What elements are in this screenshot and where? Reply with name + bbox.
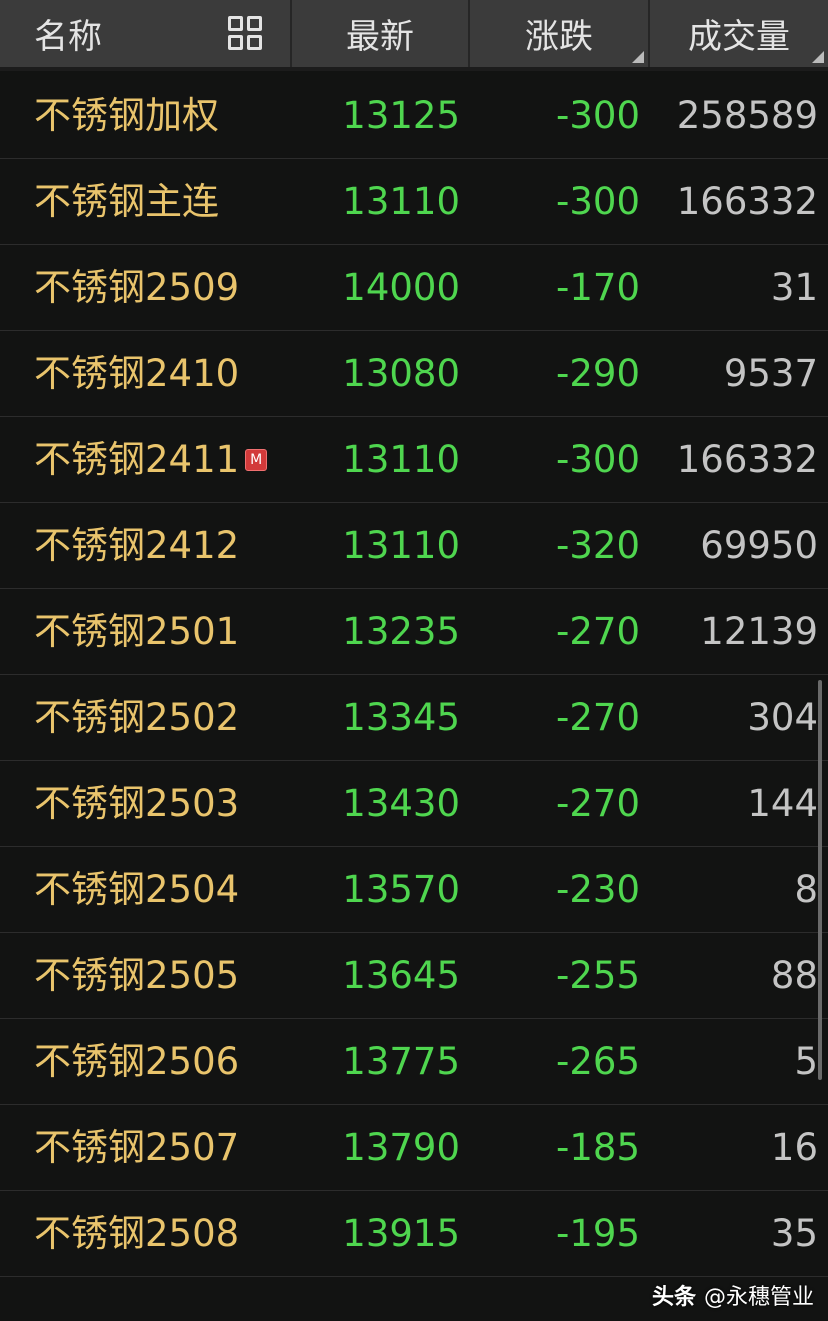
volume: 304 bbox=[747, 696, 818, 739]
latest-price: 13110 bbox=[342, 524, 460, 567]
contract-name: 不锈钢主连 bbox=[34, 180, 219, 223]
table-row[interactable]: 不锈钢加权 13125 -300 258589 bbox=[0, 73, 828, 159]
table-row[interactable]: 不锈钢2508 13915 -195 35 bbox=[0, 1191, 828, 1277]
volume: 166332 bbox=[676, 180, 818, 223]
table-row[interactable]: 不锈钢2505 13645 -255 88 bbox=[0, 933, 828, 1019]
column-header-latest[interactable]: 最新 bbox=[292, 0, 470, 67]
table-row[interactable]: 不锈钢2410 13080 -290 9537 bbox=[0, 331, 828, 417]
latest-price: 13430 bbox=[342, 782, 460, 825]
volume: 16 bbox=[770, 1126, 818, 1169]
price-change: -270 bbox=[556, 696, 640, 739]
price-change: -290 bbox=[556, 352, 640, 395]
contract-name: 不锈钢2505 bbox=[34, 954, 240, 997]
table-row[interactable]: 不锈钢主连 13110 -300 166332 bbox=[0, 159, 828, 245]
latest-price: 13775 bbox=[342, 1040, 460, 1083]
latest-price: 13080 bbox=[342, 352, 460, 395]
price-change: -320 bbox=[556, 524, 640, 567]
price-change: -185 bbox=[556, 1126, 640, 1169]
contract-name: 不锈钢2507 bbox=[34, 1126, 240, 1169]
table-header: 名称 最新 涨跌 成交量 bbox=[0, 0, 828, 71]
contract-name-cell: 不锈钢2410 bbox=[34, 331, 239, 416]
column-header-change[interactable]: 涨跌 bbox=[470, 0, 650, 67]
contract-name-cell: 不锈钢2502 bbox=[34, 675, 239, 760]
contract-name: 不锈钢2502 bbox=[34, 696, 240, 739]
table-row[interactable]: 不锈钢2509 14000 -170 31 bbox=[0, 245, 828, 331]
price-change: -195 bbox=[556, 1212, 640, 1255]
volume: 9537 bbox=[723, 352, 818, 395]
table-row[interactable]: 不锈钢2411 M 13110 -300 166332 bbox=[0, 417, 828, 503]
price-change: -265 bbox=[556, 1040, 640, 1083]
volume: 8 bbox=[794, 868, 818, 911]
quote-list: 不锈钢加权 13125 -300 258589 不锈钢主连 13110 -300 166332… bbox=[0, 73, 828, 1277]
contract-name: 不锈钢2410 bbox=[34, 352, 240, 395]
contract-name: 不锈钢2411 bbox=[34, 438, 240, 481]
price-change: -255 bbox=[556, 954, 640, 997]
contract-name-cell: 不锈钢2412 bbox=[34, 503, 239, 588]
table-row[interactable]: 不锈钢2503 13430 -270 144 bbox=[0, 761, 828, 847]
volume: 88 bbox=[770, 954, 818, 997]
table-row[interactable]: 不锈钢2507 13790 -185 16 bbox=[0, 1105, 828, 1191]
table-row[interactable]: 不锈钢2502 13345 -270 304 bbox=[0, 675, 828, 761]
table-row[interactable]: 不锈钢2412 13110 -320 69950 bbox=[0, 503, 828, 589]
volume: 144 bbox=[747, 782, 818, 825]
contract-name: 不锈钢2412 bbox=[34, 524, 240, 567]
contract-name-cell: 不锈钢2411 M bbox=[34, 417, 268, 502]
volume: 69950 bbox=[700, 524, 818, 567]
contract-name: 不锈钢2508 bbox=[34, 1212, 240, 1255]
price-change: -300 bbox=[556, 438, 640, 481]
price-change: -230 bbox=[556, 868, 640, 911]
table-row[interactable]: 不锈钢2501 13235 -270 12139 bbox=[0, 589, 828, 675]
latest-price: 13110 bbox=[342, 180, 460, 223]
latest-price: 13645 bbox=[342, 954, 460, 997]
contract-name-cell: 不锈钢2503 bbox=[34, 761, 239, 846]
contract-name: 不锈钢2503 bbox=[34, 782, 240, 825]
contract-name-cell: 不锈钢2505 bbox=[34, 933, 239, 1018]
latest-price: 13790 bbox=[342, 1126, 460, 1169]
latest-price: 13110 bbox=[342, 438, 460, 481]
table-row[interactable]: 不锈钢2504 13570 -230 8 bbox=[0, 847, 828, 933]
volume: 35 bbox=[770, 1212, 818, 1255]
contract-name: 不锈钢加权 bbox=[34, 94, 219, 137]
column-header-volume[interactable]: 成交量 bbox=[650, 0, 828, 67]
contract-name-cell: 不锈钢2509 bbox=[34, 245, 239, 330]
sort-indicator-icon bbox=[632, 51, 644, 63]
volume: 258589 bbox=[676, 94, 818, 137]
contract-name-cell: 不锈钢2501 bbox=[34, 589, 239, 674]
scrollbar[interactable] bbox=[818, 680, 822, 1080]
layout-grid-icon[interactable] bbox=[228, 16, 262, 50]
latest-price: 13570 bbox=[342, 868, 460, 911]
contract-name-cell: 不锈钢2504 bbox=[34, 847, 239, 932]
volume: 5 bbox=[794, 1040, 818, 1083]
contract-name-cell: 不锈钢加权 bbox=[34, 73, 219, 158]
price-change: -300 bbox=[556, 180, 640, 223]
main-contract-badge: M bbox=[245, 448, 268, 471]
volume: 31 bbox=[770, 266, 818, 309]
latest-price: 14000 bbox=[342, 266, 460, 309]
contract-name: 不锈钢2504 bbox=[34, 868, 240, 911]
contract-name: 不锈钢2501 bbox=[34, 610, 240, 653]
contract-name-cell: 不锈钢2507 bbox=[34, 1105, 239, 1190]
contract-name: 不锈钢2509 bbox=[34, 266, 240, 309]
latest-price: 13345 bbox=[342, 696, 460, 739]
contract-name-cell: 不锈钢2508 bbox=[34, 1191, 239, 1276]
latest-price: 13235 bbox=[342, 610, 460, 653]
contract-name-cell: 不锈钢2506 bbox=[34, 1019, 239, 1104]
volume: 12139 bbox=[700, 610, 818, 653]
price-change: -170 bbox=[556, 266, 640, 309]
price-change: -270 bbox=[556, 610, 640, 653]
contract-name-cell: 不锈钢主连 bbox=[34, 159, 219, 244]
latest-price: 13915 bbox=[342, 1212, 460, 1255]
table-row[interactable]: 不锈钢2506 13775 -265 5 bbox=[0, 1019, 828, 1105]
contract-name: 不锈钢2506 bbox=[34, 1040, 240, 1083]
column-header-name[interactable]: 名称 bbox=[0, 0, 292, 67]
watermark: 头条 @永穗管业 bbox=[651, 1285, 814, 1310]
sort-indicator-icon bbox=[812, 51, 824, 63]
latest-price: 13125 bbox=[342, 94, 460, 137]
volume: 166332 bbox=[676, 438, 818, 481]
price-change: -270 bbox=[556, 782, 640, 825]
price-change: -300 bbox=[556, 94, 640, 137]
